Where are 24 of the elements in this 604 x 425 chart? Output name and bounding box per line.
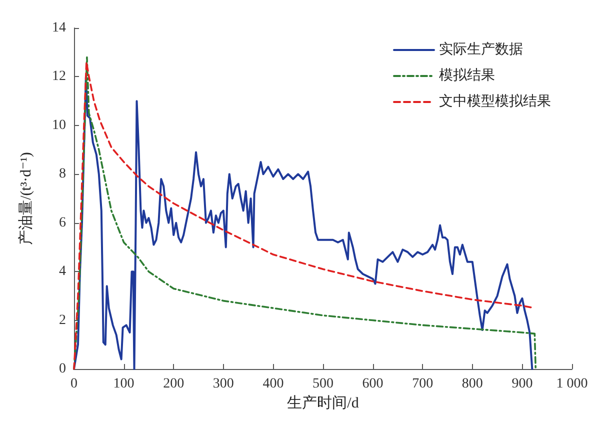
x-tick-label: 1 000 [556,376,588,392]
x-tick-label: 0 [70,376,78,392]
x-tick-label: 200 [163,376,184,392]
y-tick-label: 10 [52,118,66,133]
x-tick-label: 600 [362,376,384,392]
x-tick-label: 400 [262,376,284,392]
x-tick-label: 800 [462,376,483,392]
legend-label: 实际生产数据 [439,42,523,58]
x-tick-label: 500 [312,376,334,392]
legend-label: 模拟结果 [439,68,495,84]
y-tick-label: 14 [52,20,66,36]
y-tick-label: 0 [59,362,66,376]
y-axis-title: 产油量/(t³·d⁻¹) [18,152,34,245]
y-tick-label: 12 [52,69,66,84]
y-tick-label: 4 [59,264,66,280]
x-tick-label: 100 [113,376,134,392]
x-tick-label: 700 [412,376,434,392]
legend-label: 文中模型模拟结果 [439,94,551,110]
y-tick-label: 8 [59,166,66,182]
y-tick-label: 2 [59,312,66,328]
y-tick-label: 6 [59,215,66,230]
x-tick-label: 300 [212,376,234,392]
x-axis-title: 生产时间/d [287,394,360,412]
x-tick-label: 900 [512,376,533,392]
